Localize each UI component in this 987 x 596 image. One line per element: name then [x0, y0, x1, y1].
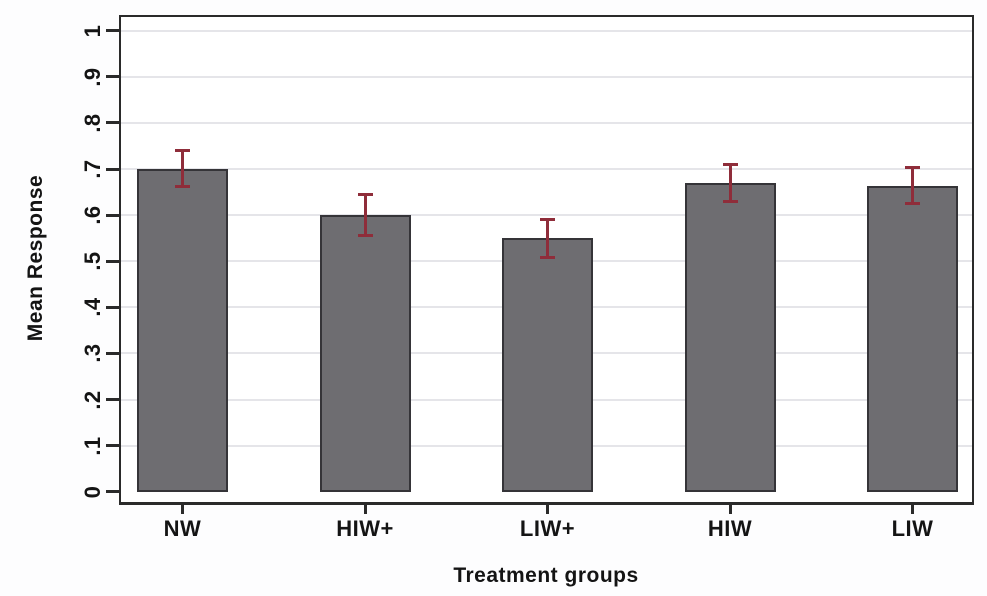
- y-tick: [106, 259, 119, 263]
- bar: [137, 169, 228, 492]
- gridline: [121, 214, 972, 217]
- x-tick-label: NW: [163, 516, 202, 541]
- x-tick: [728, 504, 732, 514]
- gridline: [121, 121, 972, 124]
- bar: [502, 238, 593, 492]
- error-bar: [181, 149, 184, 188]
- error-bar-cap: [357, 193, 373, 197]
- y-tick: [106, 351, 119, 355]
- x-tick-label: LIW: [891, 516, 934, 541]
- x-tick: [911, 504, 914, 514]
- x-tick-label: HIW+: [336, 516, 394, 541]
- x-tick: [181, 504, 184, 514]
- error-bar-cap: [722, 199, 738, 203]
- y-tick-label: .8: [80, 113, 105, 133]
- y-tick-label: .3: [80, 343, 105, 364]
- bar: [867, 186, 958, 492]
- y-tick: [106, 398, 119, 401]
- y-tick: [106, 167, 119, 171]
- y-tick: [106, 29, 119, 33]
- error-bar-cap: [905, 202, 920, 206]
- y-tick-label: .2: [80, 389, 105, 410]
- x-tick-label: LIW+: [519, 516, 576, 541]
- y-tick-label: .7: [80, 159, 105, 179]
- gridline: [121, 75, 972, 78]
- x-tick: [363, 504, 367, 514]
- bar: [319, 215, 411, 492]
- error-bar-cap: [175, 185, 190, 189]
- error-bar-cap: [175, 148, 190, 152]
- x-tick: [546, 504, 549, 514]
- error-bar-cap: [540, 217, 555, 221]
- error-bar-cap: [357, 233, 373, 237]
- y-tick-label: .5: [80, 251, 105, 271]
- error-bar-cap: [722, 163, 738, 167]
- error-bar: [363, 194, 367, 236]
- y-tick-label: .1: [80, 435, 105, 456]
- error-bar-cap: [905, 166, 920, 170]
- error-bar: [911, 167, 914, 205]
- error-bar: [728, 164, 732, 202]
- x-tick-label: HIW: [707, 516, 753, 541]
- y-tick-label: 0: [80, 485, 105, 499]
- x-axis-title: Treatment groups: [453, 564, 639, 587]
- y-axis-title: Mean Response: [24, 174, 47, 342]
- y-tick: [106, 444, 119, 448]
- gridline: [121, 29, 972, 32]
- y-tick: [106, 305, 119, 309]
- plot-area: [119, 15, 974, 505]
- y-tick-label: .4: [80, 297, 105, 317]
- y-tick-label: .6: [80, 205, 105, 225]
- error-bar: [546, 218, 549, 259]
- bar: [684, 182, 776, 492]
- error-bar-cap: [540, 256, 555, 260]
- y-tick: [106, 213, 119, 217]
- y-tick: [106, 490, 119, 494]
- y-tick: [106, 75, 119, 79]
- gridline: [121, 168, 972, 170]
- y-tick: [106, 121, 119, 125]
- y-tick-label: 1: [80, 24, 105, 38]
- y-tick-label: .9: [80, 67, 105, 87]
